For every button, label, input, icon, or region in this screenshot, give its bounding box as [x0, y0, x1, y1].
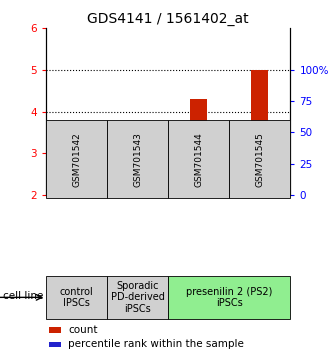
Bar: [49, 327, 61, 333]
Title: GDS4141 / 1561402_at: GDS4141 / 1561402_at: [87, 12, 249, 26]
Bar: [68, 176, 85, 182]
Bar: [107, 120, 168, 198]
Bar: [190, 166, 207, 171]
Bar: [68, 153, 85, 195]
Bar: [46, 120, 107, 198]
Text: presenilin 2 (PS2)
iPSCs: presenilin 2 (PS2) iPSCs: [186, 286, 273, 308]
Bar: [129, 153, 146, 195]
Bar: [46, 276, 107, 319]
Text: GSM701542: GSM701542: [72, 132, 81, 187]
Text: GSM701544: GSM701544: [194, 132, 203, 187]
Text: cell line: cell line: [3, 291, 44, 301]
Bar: [251, 70, 268, 195]
Text: GSM701543: GSM701543: [133, 132, 142, 187]
Bar: [168, 276, 290, 319]
Bar: [107, 276, 168, 319]
Bar: [49, 342, 61, 347]
Text: Sporadic
PD-derived
iPSCs: Sporadic PD-derived iPSCs: [111, 281, 165, 314]
Bar: [229, 120, 290, 198]
Text: GSM701545: GSM701545: [255, 132, 264, 187]
Bar: [168, 120, 229, 198]
Text: control
IPSCs: control IPSCs: [60, 286, 94, 308]
Text: count: count: [68, 325, 98, 335]
Bar: [251, 161, 268, 166]
Bar: [129, 175, 146, 181]
Text: percentile rank within the sample: percentile rank within the sample: [68, 339, 244, 349]
Bar: [190, 99, 207, 195]
